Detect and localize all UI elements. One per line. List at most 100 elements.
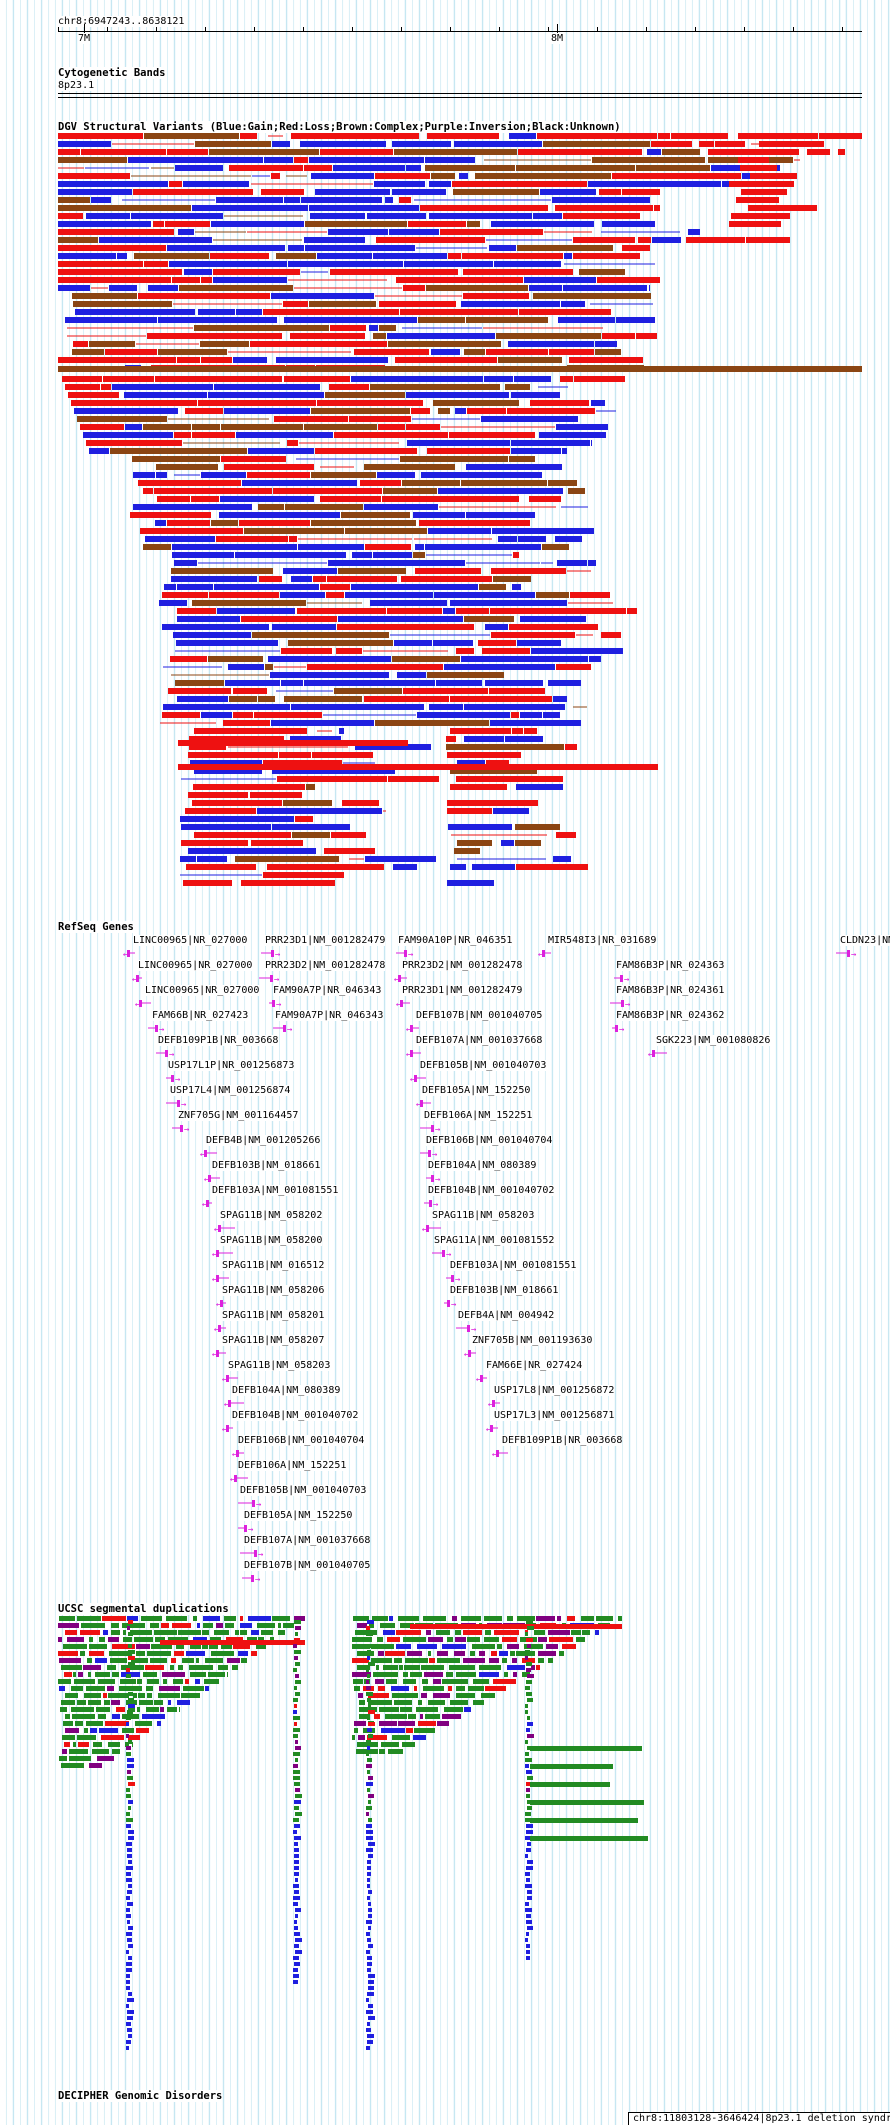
dgv-variant[interactable] [573,237,635,243]
dgv-variant[interactable] [309,157,424,163]
dgv-variant[interactable] [164,584,176,590]
gene-exon[interactable] [615,1025,618,1032]
gene-exon[interactable] [165,1050,168,1057]
dgv-variant[interactable] [516,165,635,171]
dgv-variant[interactable] [216,197,283,203]
segdup-feature[interactable] [141,1616,162,1621]
segdup-feature[interactable] [89,1763,102,1768]
dgv-variant[interactable] [324,848,375,854]
dgv-variant[interactable] [235,856,339,862]
dgv-variant[interactable] [651,141,692,147]
dgv-variant[interactable] [671,133,728,139]
segdup-feature[interactable] [73,1742,76,1747]
dgv-variant[interactable] [379,301,456,307]
segdup-feature[interactable] [233,1644,250,1649]
gene-exon[interactable] [226,1375,229,1382]
dgv-variant[interactable] [407,440,510,446]
segdup-feature[interactable] [227,1658,240,1663]
segdup-feature[interactable] [293,1728,300,1732]
segdup-feature[interactable] [367,1956,372,1960]
dgv-variant[interactable] [819,133,862,139]
segdup-feature[interactable] [507,1665,525,1670]
dgv-variant[interactable] [188,848,316,854]
segdup-feature[interactable] [428,1637,443,1642]
gene-label[interactable]: FAM66E|NR_027424 [486,1360,583,1371]
segdup-feature[interactable] [527,1842,531,1846]
segdup-feature[interactable] [143,1672,157,1677]
dgv-variant[interactable] [211,221,304,227]
dgv-variant[interactable] [154,488,272,494]
dgv-variant[interactable] [482,648,530,654]
dgv-variant[interactable] [167,149,208,155]
segdup-feature[interactable] [103,1630,108,1635]
dgv-variant[interactable] [570,592,610,598]
segdup-feature[interactable] [136,1651,145,1656]
dgv-variant[interactable] [171,576,257,582]
dgv-variant[interactable] [155,376,282,382]
segdup-feature[interactable] [352,1672,371,1677]
segdup-feature[interactable] [182,1658,194,1663]
dgv-variant[interactable] [58,173,130,179]
segdup-feature[interactable] [128,1884,132,1888]
segdup-feature[interactable] [203,1616,220,1621]
segdup-feature[interactable] [357,1742,378,1747]
gene-label[interactable]: DEFB104B|NM_001040702 [232,1410,359,1421]
segdup-feature[interactable] [145,1665,164,1670]
dgv-variant[interactable] [491,568,566,574]
segdup-feature[interactable] [126,1674,131,1678]
gene-exon[interactable] [155,1025,158,1032]
segdup-feature[interactable] [159,1686,180,1691]
dgv-variant[interactable] [201,357,232,363]
segdup-feature[interactable] [526,1950,530,1954]
segdup-feature[interactable] [59,1756,67,1761]
dgv-variant[interactable] [530,400,589,406]
segdup-feature[interactable] [69,1749,88,1754]
segdup-feature[interactable] [420,1714,423,1719]
dgv-variant[interactable] [229,165,303,171]
dgv-variant[interactable] [452,181,587,187]
segdup-feature[interactable] [526,1680,532,1684]
gene-exon[interactable] [410,1050,413,1057]
gene-label[interactable]: ZNF705G|NM_001164457 [178,1110,299,1121]
dgv-variant[interactable] [209,592,279,598]
segdup-feature[interactable] [128,1806,131,1810]
segdup-feature[interactable] [126,1980,130,1984]
segdup-feature[interactable] [358,1735,365,1740]
segdup-feature[interactable] [456,1693,475,1698]
dgv-variant[interactable] [261,189,304,195]
segdup-feature[interactable] [359,1707,377,1712]
segdup-feature[interactable] [240,1630,247,1635]
dgv-variant[interactable] [450,768,537,774]
segdup-feature[interactable] [472,1644,495,1649]
segdup-feature[interactable] [162,1672,185,1677]
segdup-feature[interactable] [536,1665,540,1670]
gene-label[interactable]: LINC00965|NR_027000 [133,935,248,946]
dgv-variant[interactable] [317,253,372,259]
segdup-feature[interactable] [376,1665,379,1670]
segdup-feature[interactable] [294,1836,301,1840]
dgv-variant[interactable] [392,141,451,147]
dgv-variant[interactable] [450,784,507,790]
dgv-variant[interactable] [138,480,241,486]
segdup-feature[interactable] [357,1623,367,1628]
segdup-feature[interactable] [571,1630,581,1635]
segdup-feature[interactable] [526,1824,533,1828]
dgv-variant[interactable] [421,472,542,478]
segdup-feature[interactable] [72,1714,95,1719]
segdup-feature[interactable] [368,1794,374,1798]
segdup-feature[interactable] [366,1632,373,1636]
dgv-variant[interactable] [556,832,576,838]
segdup-feature[interactable] [449,1665,475,1670]
segdup-feature[interactable] [158,1693,180,1698]
segdup-feature[interactable] [581,1616,594,1621]
gene-exon[interactable] [398,975,401,982]
gene-label[interactable]: PRR23D2|NM_001282478 [265,960,386,971]
segdup-feature[interactable] [442,1679,468,1684]
dgv-variant[interactable] [177,357,200,363]
dgv-variant[interactable] [310,213,365,219]
segdup-feature[interactable] [195,1679,200,1684]
segdup-feature[interactable] [73,1672,76,1677]
segdup-feature[interactable] [71,1707,94,1712]
segdup-feature[interactable] [526,1920,532,1924]
segdup-feature[interactable] [256,1644,266,1649]
